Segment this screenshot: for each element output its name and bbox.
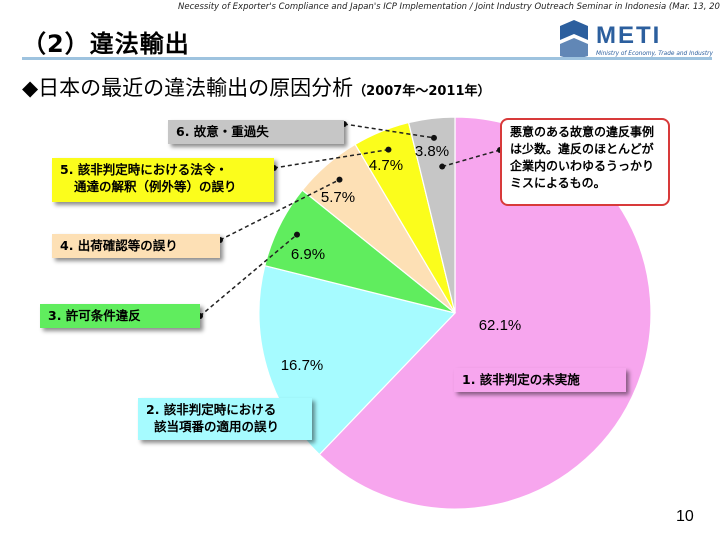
callout-5: 5. 該非判定時における法令・ 通達の解釈（例外等）の誤り — [52, 158, 274, 202]
percent-labels: 62.1% 16.7% 6.9% 5.7% 4.7% 3.8% — [281, 143, 522, 374]
callout-3: 3. 許可条件違反 — [40, 304, 200, 328]
callout-1: 1. 該非判定の未実施 — [454, 368, 626, 392]
percent-label-3: 6.9% — [291, 246, 325, 263]
callout-leaders — [197, 121, 503, 319]
leader-4-end-dot — [336, 176, 343, 183]
percent-label-5: 4.7% — [369, 157, 403, 174]
callout-4-text: 4. 出荷確認等の誤り — [60, 238, 178, 253]
title-rule — [22, 57, 712, 60]
leader-6-end-dot — [430, 134, 437, 141]
callout-5-line1: 5. 該非判定時における法令・ — [60, 162, 228, 177]
header-note: Necessity of Exporter's Compliance and J… — [178, 2, 720, 12]
leader-5 — [273, 148, 389, 169]
leader-3 — [199, 234, 298, 317]
percent-label-6: 3.8% — [415, 143, 449, 160]
note-box: 悪意のある故意の違反事例は少数。違反のほとんどが企業内のいわゆるうっかりミスによ… — [500, 118, 670, 206]
callout-2-line1: 2. 該非判定時における — [146, 402, 277, 417]
leader-3-end-dot — [293, 231, 300, 238]
leader-note-end-dot — [439, 163, 446, 170]
logo-subtitle: Ministry of Economy, Trade and Industry — [596, 51, 713, 57]
percent-label-2: 16.7% — [281, 357, 324, 374]
percent-label-4: 5.7% — [321, 189, 355, 206]
callout-3-text: 3. 許可条件違反 — [48, 308, 141, 323]
callout-4: 4. 出荷確認等の誤り — [52, 234, 220, 258]
logo-text: METI — [596, 22, 662, 49]
page-number: 10 — [676, 508, 694, 525]
callout-6-text: 6. 故意・重過失 — [176, 124, 269, 139]
leader-note — [441, 149, 501, 168]
callout-6: 6. 故意・重過失 — [168, 120, 344, 144]
subtitle-main: ◆日本の最近の違法輸出の原因分析 — [22, 76, 354, 100]
leader-6 — [343, 123, 435, 139]
section-title: （2）違法輸出 — [22, 30, 190, 58]
meti-logo: METI Ministry of Economy, Trade and Indu… — [556, 20, 716, 64]
subtitle-period: （2007年～2011年） — [353, 84, 491, 99]
meti-emblem-icon — [560, 20, 588, 60]
callout-1-text: 1. 該非判定の未実施 — [462, 372, 580, 387]
leader-5-end-dot — [385, 146, 392, 153]
percent-label-1: 62.1% — [479, 317, 522, 334]
leader-4 — [219, 178, 340, 241]
pie-slices — [258, 116, 652, 510]
callout-5-line2: 通達の解釈（例外等）の誤り — [74, 179, 237, 194]
callout-2: 2. 該非判定時における 該当項番の適用の誤り — [138, 398, 312, 440]
slide-subtitle: ◆日本の最近の違法輸出の原因分析（2007年～2011年） — [22, 72, 491, 102]
callout-2-line2: 該当項番の適用の誤り — [154, 419, 280, 434]
